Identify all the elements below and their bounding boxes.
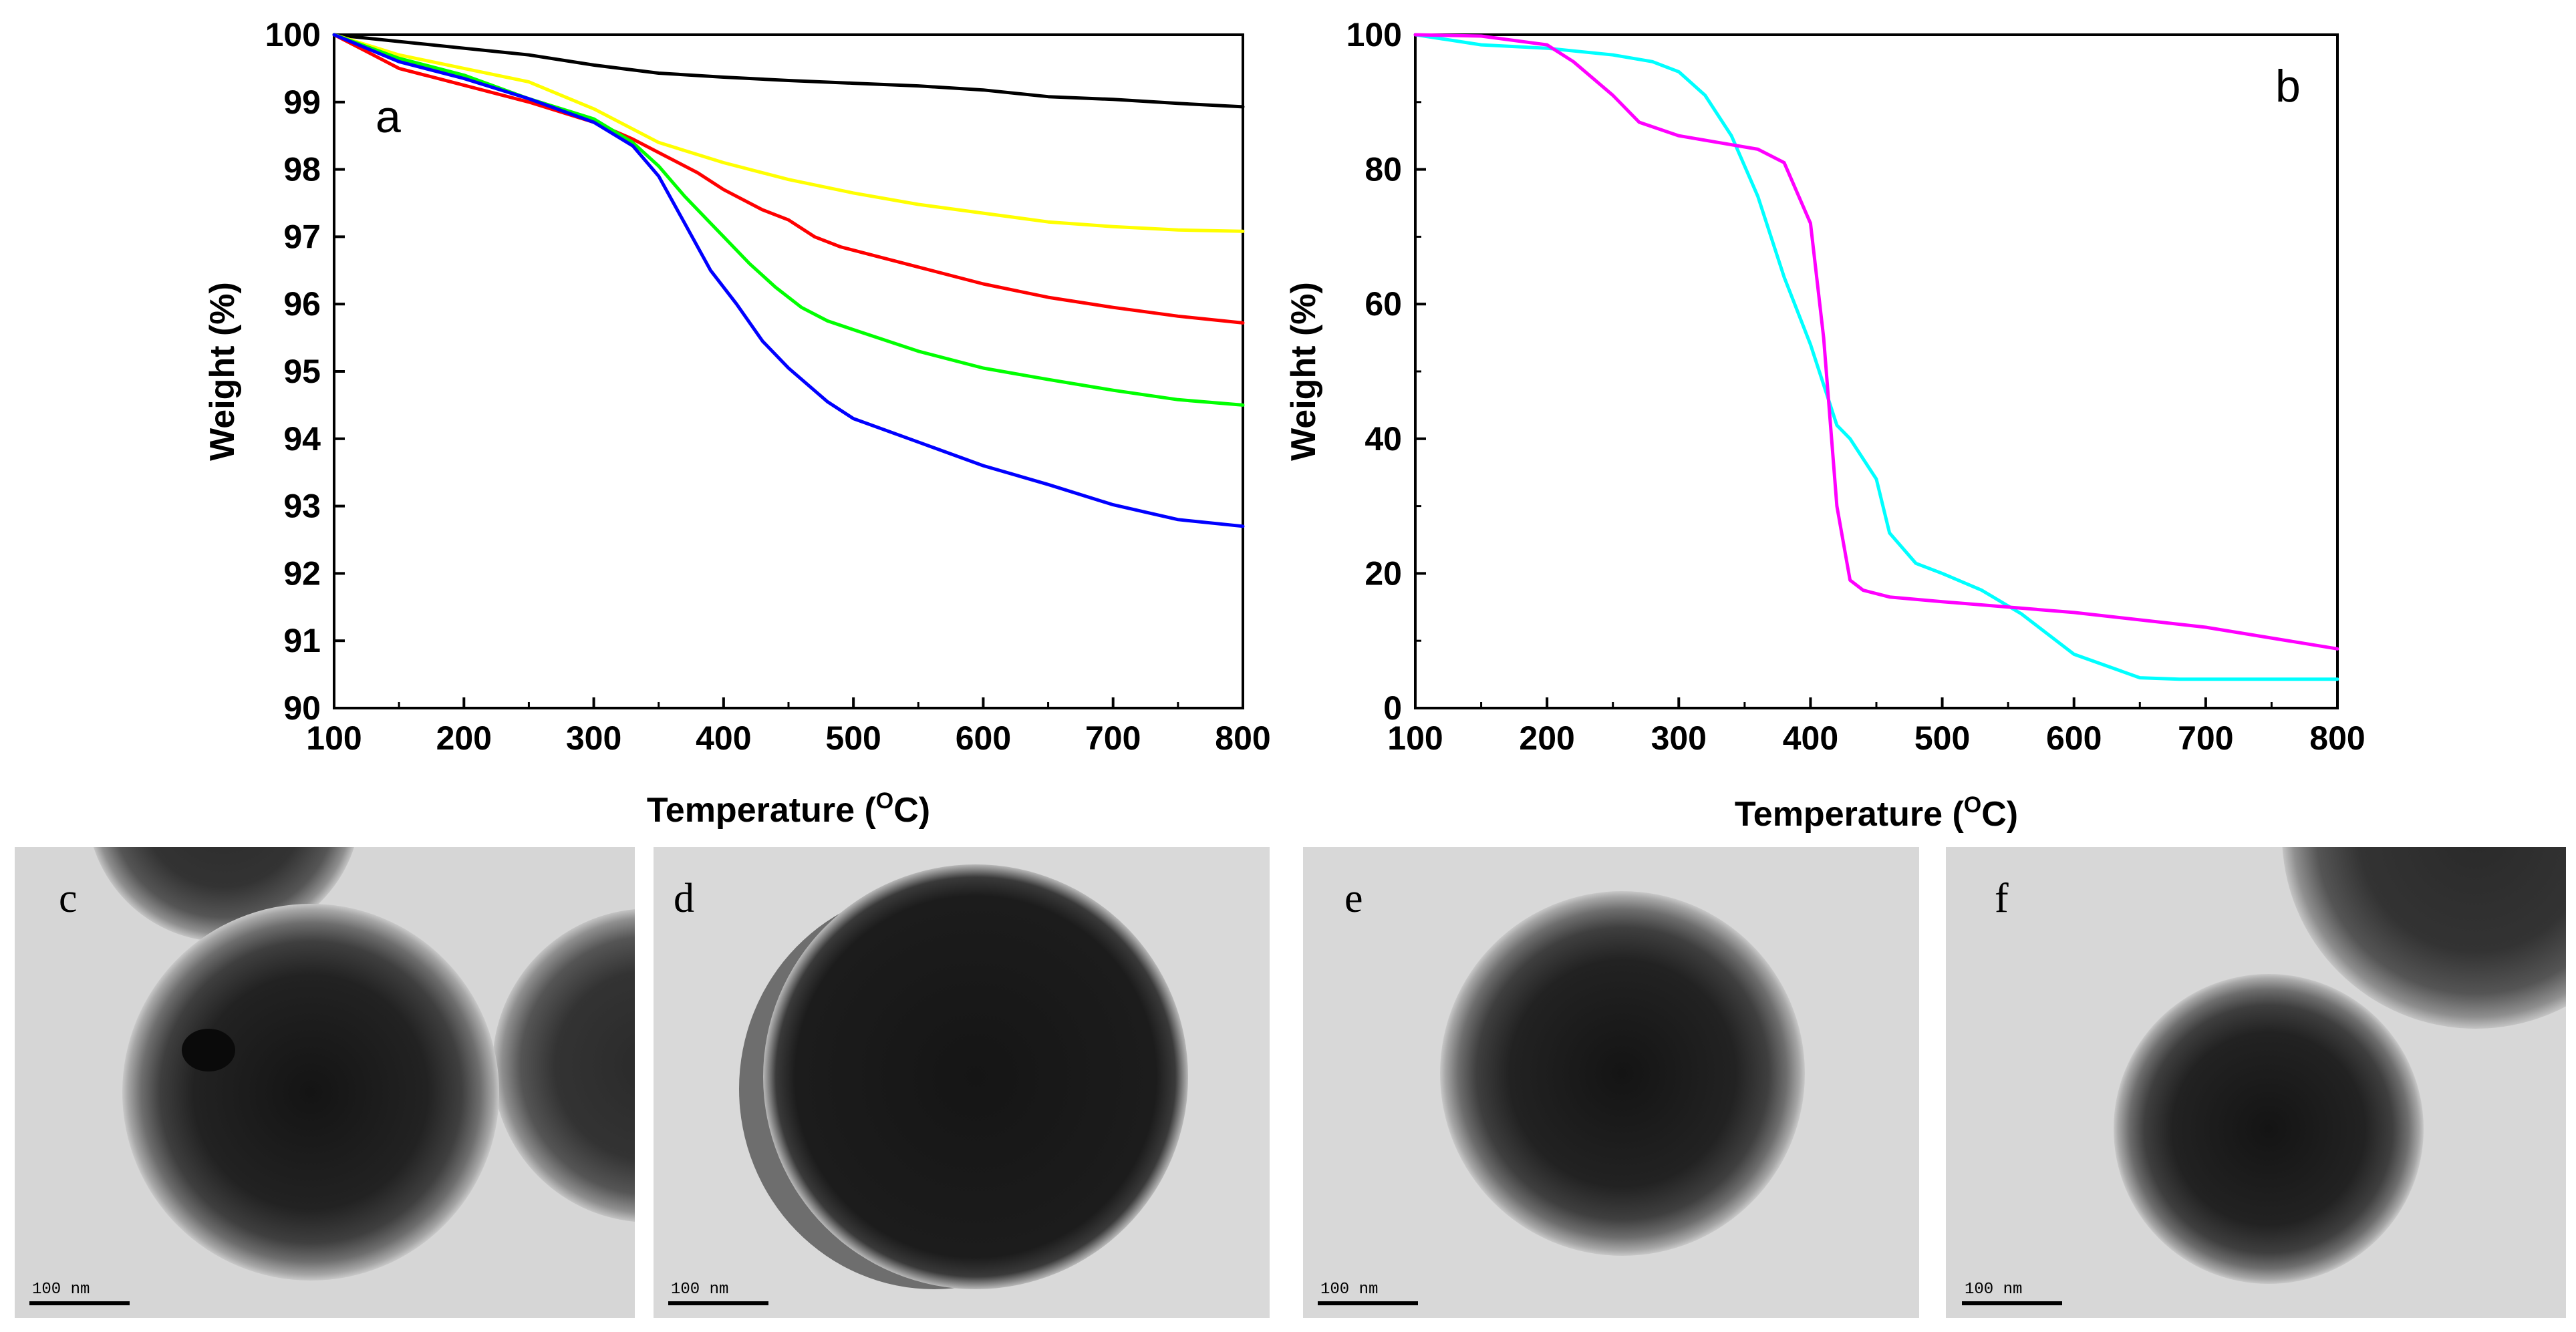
scale-bar-f [1962,1301,2062,1305]
tem-image-c: c 100 nm [15,847,635,1318]
y-tick-label-b: 20 [1365,554,1402,592]
x-tick-label-a: 600 [956,719,1011,757]
tem-image-f: f 100 nm [1946,847,2566,1318]
x-axis-title-a-unit: C) [893,791,930,830]
plot-frame-b [1414,33,2339,709]
scale-label-e: 100 nm [1320,1281,1378,1299]
x-tick-label-b: 400 [1783,719,1838,757]
particle-f-main [2114,974,2424,1284]
x-tick-label-a: 300 [566,719,621,757]
tick-labels-a: 100 200 300 400 500 600 700 800 90 91 92 93 94 95 96 97… [265,16,1271,757]
series-group-a [332,33,1245,528]
series-group-b [1413,33,2339,681]
y-tick-label-a: 97 [283,218,321,255]
y-tick-label-b: 0 [1383,689,1402,727]
y-tick-label-a: 92 [283,554,321,592]
particle-f-top [2282,847,2566,1029]
particle-e-main [1440,891,1805,1256]
series-line-magenta [1413,33,2339,651]
x-tick-label-b: 700 [2178,719,2233,757]
series-line-black [332,33,1245,109]
y-tick-label-b: 80 [1365,151,1402,188]
series-line-blue [332,33,1245,528]
particle-c-right [492,909,635,1222]
y-tick-label-b: 40 [1365,420,1402,458]
particle-c-dark-spot [182,1029,235,1071]
y-tick-label-a: 95 [283,353,321,390]
x-tick-label-a: 500 [825,719,881,757]
y-tick-label-a: 96 [283,285,321,323]
particle-d-main [763,864,1188,1289]
scale-bar-d [668,1301,768,1305]
y-tick-label-a: 100 [265,16,321,53]
x-axis-title-b-unit: C) [1981,795,2018,834]
scale-label-c: 100 nm [32,1281,90,1299]
x-tick-label-a: 100 [306,719,362,757]
y-tick-label-a: 94 [283,420,321,458]
tem-letter-e: e [1344,876,1363,921]
x-tick-label-b: 200 [1519,719,1574,757]
x-axis-title-a: Temperature (OC) [647,788,930,830]
panel-letter-b: b [2275,61,2301,112]
x-tick-label-b: 600 [2046,719,2102,757]
y-tick-label-b: 60 [1365,285,1402,323]
scale-bar-c [29,1301,130,1305]
chart-panel-a: 100 200 300 400 500 600 700 800 90 91 92 93 94 95 96 97… [203,16,1271,830]
series-line-cyan [1413,33,2339,681]
y-tick-label-a: 99 [283,84,321,121]
x-tick-label-b: 800 [2309,719,2365,757]
x-tick-label-a: 200 [436,719,492,757]
chart-panel-b: 100 200 300 400 500 600 700 800 0 20 40 60 80 100 b W… [1284,16,2366,834]
axis-ticks-a [333,33,1244,709]
x-axis-title-b-main: Temperature ( [1735,795,1965,834]
x-tick-label-b: 300 [1651,719,1707,757]
particle-c-main [122,904,499,1281]
y-tick-label-b: 100 [1346,16,1402,53]
y-tick-label-a: 93 [283,488,321,525]
x-tick-label-a: 700 [1085,719,1141,757]
panel-letter-a: a [376,92,401,142]
y-tick-label-a: 98 [283,151,321,188]
scale-label-d: 100 nm [671,1281,728,1299]
tem-image-e: e 100 nm [1303,847,1919,1318]
tick-labels-b: 100 200 300 400 500 600 700 800 0 20 40 60 80 100 [1346,16,2366,757]
scale-bar-e [1318,1301,1418,1305]
x-axis-title-b-sup: O [1964,792,1981,818]
axis-ticks-b [1414,33,2339,709]
series-line-red [332,33,1245,325]
x-tick-label-a: 400 [696,719,751,757]
y-tick-label-a: 90 [283,689,321,727]
x-tick-label-b: 500 [1914,719,1970,757]
tem-image-d: d 100 nm [654,847,1270,1318]
series-line-yellow [332,33,1245,233]
y-tick-label-a: 91 [283,622,321,659]
tem-letter-c: c [59,876,78,921]
x-axis-title-a-main: Temperature ( [647,791,877,830]
y-axis-title-b: Weight (%) [1284,282,1323,461]
x-tick-label-a: 800 [1215,719,1270,757]
y-axis-title-a: Weight (%) [203,282,242,461]
tem-letter-f: f [1995,876,2009,921]
x-axis-title-b: Temperature (OC) [1735,792,2018,834]
x-tick-label-b: 100 [1387,719,1443,757]
x-axis-title-a-sup: O [876,788,893,814]
tem-letter-d: d [674,876,694,921]
plot-frame-a [333,33,1244,709]
scale-label-f: 100 nm [1965,1281,2022,1299]
